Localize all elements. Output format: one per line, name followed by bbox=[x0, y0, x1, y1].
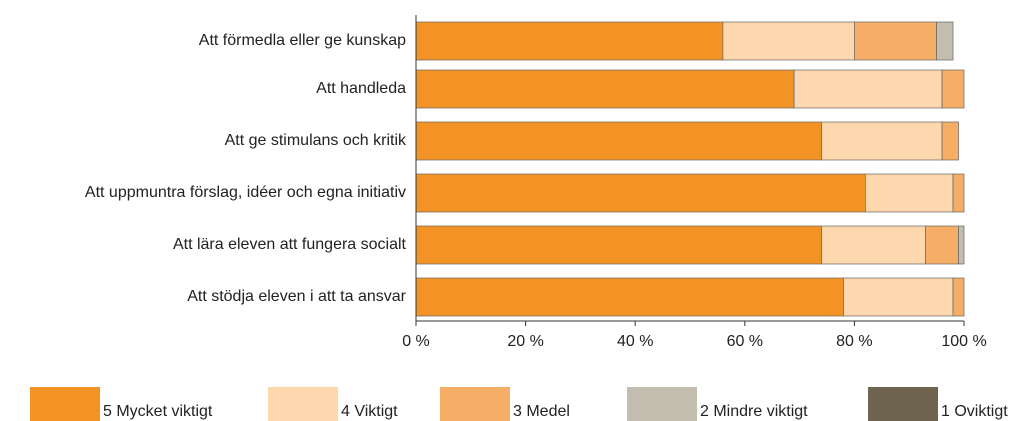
bar-segment bbox=[854, 21, 937, 61]
bar-segment bbox=[793, 69, 943, 109]
category-label: Att handleda bbox=[316, 80, 406, 97]
x-tick-label: 0 % bbox=[402, 333, 430, 350]
bar-segment bbox=[821, 225, 926, 265]
bar-segment bbox=[936, 21, 954, 61]
x-tick-label: 80 % bbox=[836, 333, 872, 350]
legend-label: 2 Mindre viktigt bbox=[700, 403, 808, 420]
legend-swatch bbox=[440, 387, 510, 421]
bar-segment bbox=[415, 69, 795, 109]
legend-swatch bbox=[868, 387, 938, 421]
legend-label: 4 Viktigt bbox=[341, 403, 398, 420]
legend-label: 1 Oviktigt bbox=[941, 403, 1008, 420]
bar-segment bbox=[843, 277, 954, 317]
bar-segment bbox=[415, 121, 822, 161]
bar-segment bbox=[941, 121, 959, 161]
bar-segment bbox=[952, 277, 965, 317]
category-label: Att förmedla eller ge kunskap bbox=[199, 32, 406, 49]
bar-segment bbox=[958, 225, 965, 265]
legend-swatch bbox=[268, 387, 338, 421]
category-label: Att stödja eleven i att ta ansvar bbox=[187, 288, 406, 305]
legend-swatch bbox=[30, 387, 100, 421]
x-tick-label: 20 % bbox=[507, 333, 543, 350]
legend-label: 5 Mycket viktigt bbox=[103, 403, 213, 420]
bar-segment bbox=[865, 173, 954, 213]
bar-segment bbox=[415, 173, 866, 213]
category-label: Att uppmuntra förslag, idéer och egna in… bbox=[85, 184, 406, 201]
legend-label: 3 Medel bbox=[513, 403, 570, 420]
x-tick-label: 100 % bbox=[941, 333, 986, 350]
bar-segment bbox=[415, 277, 844, 317]
bar-segment bbox=[821, 121, 943, 161]
bar-segment bbox=[415, 225, 822, 265]
x-tick-label: 40 % bbox=[617, 333, 653, 350]
category-label: Att lära eleven att fungera socialt bbox=[173, 236, 407, 253]
bar-segment bbox=[415, 21, 724, 61]
bar-segment bbox=[925, 225, 959, 265]
bar-segment bbox=[952, 173, 965, 213]
category-label: Att ge stimulans och kritik bbox=[225, 132, 407, 149]
x-tick-label: 60 % bbox=[727, 333, 763, 350]
legend-swatch bbox=[627, 387, 697, 421]
bar-segment bbox=[941, 69, 965, 109]
bar-segment bbox=[722, 21, 855, 61]
